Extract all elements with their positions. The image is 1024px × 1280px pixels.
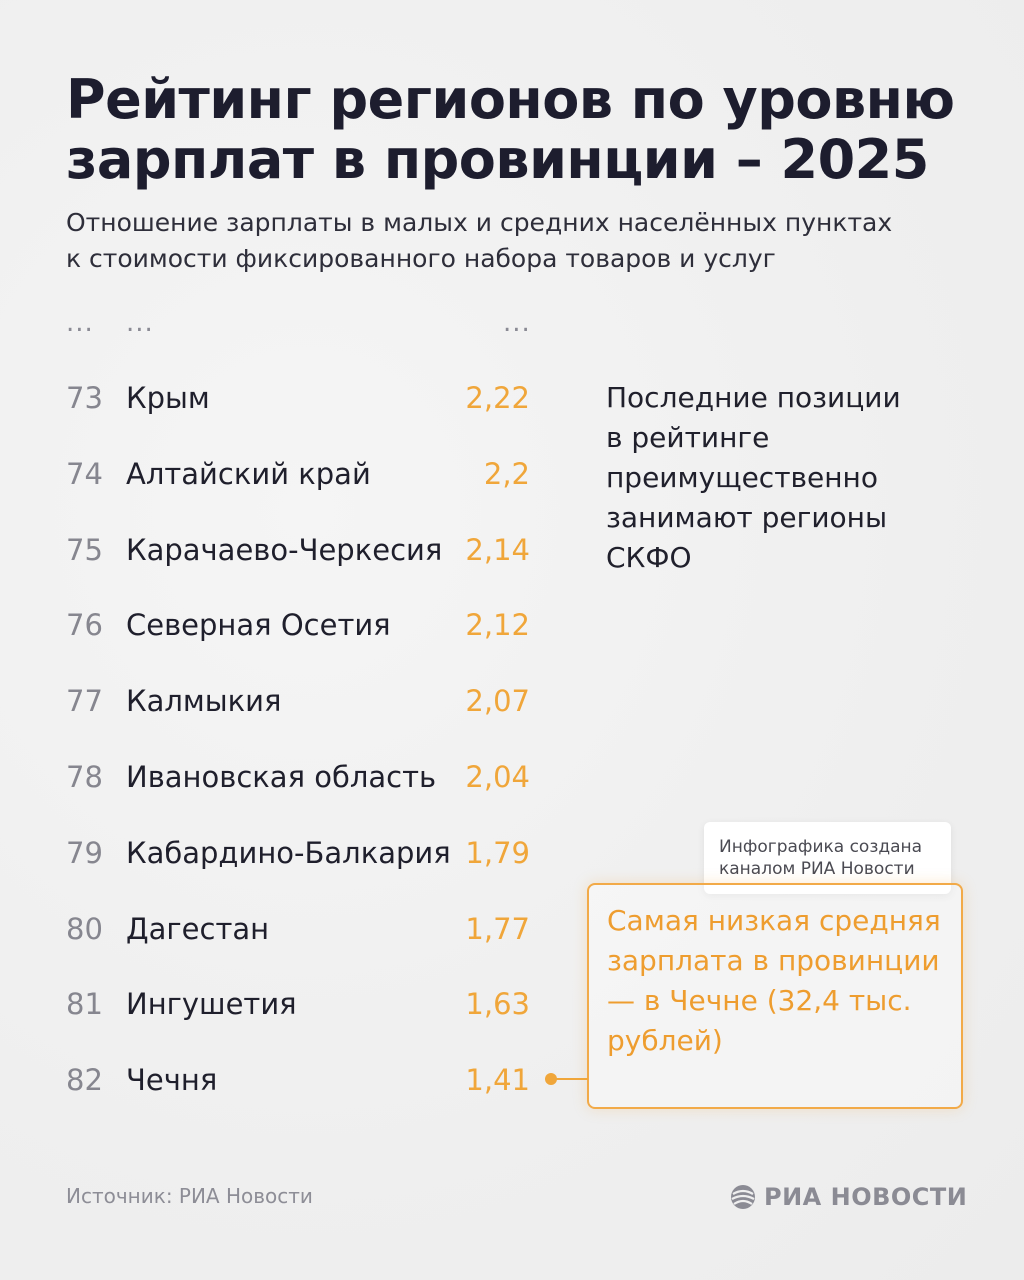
subtitle-line-1: Отношение зарплаты в малых и средних нас…	[66, 208, 893, 237]
region-label: Кабардино-Балкария	[126, 835, 451, 870]
ria-logo: РИА НОВОСТИ	[730, 1180, 967, 1214]
table-row: 82 Чечня 1,41	[0, 1055, 560, 1105]
rank-label: 81	[66, 987, 103, 1022]
credit-line-2: каналом РИА Новости	[719, 859, 915, 879]
credit-line-1: Инфографика создана	[719, 837, 923, 857]
value-label: 2,2	[483, 456, 530, 491]
region-label: Ивановская область	[126, 760, 437, 794]
value-label: 2,14	[465, 532, 530, 567]
region-label: Крым	[126, 381, 210, 415]
rank-label: 77	[66, 684, 103, 719]
rank-label: 79	[66, 835, 103, 870]
table-row: 77 Калмыкия 2,07	[0, 676, 560, 726]
region-label: Калмыкия	[126, 684, 282, 719]
subtitle-line-2: к стоимости фиксированного набора товаро…	[66, 244, 776, 273]
subtitle: Отношение зарплаты в малых и средних нас…	[66, 205, 966, 277]
region-label: Карачаево-Черкесия	[126, 532, 443, 567]
rank-label: 80	[66, 911, 103, 946]
table-row: 81 Ингушетия 1,63	[0, 979, 560, 1029]
rank-label: 73	[66, 381, 103, 415]
region-label: Алтайский край	[126, 456, 371, 491]
rank-label: 76	[66, 608, 103, 643]
credit-box: Инфографика создана каналом РИА Новости	[704, 822, 951, 894]
value-label: 1,79	[465, 835, 530, 870]
region-ellipsis: ...	[126, 308, 154, 338]
value-label: 1,77	[465, 911, 530, 946]
callout-connector-dot	[545, 1073, 557, 1085]
note-text: Последние позиции в рейтинге преимуществ…	[606, 381, 901, 574]
table-row: 73 Крым 2,22	[0, 373, 560, 423]
ria-logo-text: РИА НОВОСТИ	[764, 1183, 968, 1211]
table-row: 78 Ивановская область 2,04	[0, 752, 560, 802]
value-label: 2,12	[465, 608, 530, 643]
table-row: 80 Дагестан 1,77	[0, 904, 560, 954]
table-row: 74 Алтайский край 2,2	[0, 449, 560, 499]
region-label: Дагестан	[126, 911, 270, 946]
value-label: 1,63	[465, 987, 530, 1022]
rank-label: 78	[66, 760, 103, 794]
rank-label: 75	[66, 532, 103, 567]
callout-box: Самая низкая средняя зарплата в провинци…	[587, 883, 963, 1109]
rank-ellipsis: ...	[66, 308, 94, 338]
value-ellipsis: ...	[503, 308, 531, 338]
table-row: 79 Кабардино-Балкария 1,79	[0, 828, 560, 878]
value-label: 2,04	[465, 760, 530, 794]
value-label: 2,07	[465, 684, 530, 719]
source-text: Источник: РИА Новости	[66, 1184, 313, 1208]
region-label: Чечня	[126, 1063, 218, 1098]
region-label: Ингушетия	[126, 987, 297, 1022]
region-label: Северная Осетия	[126, 608, 391, 643]
ria-globe-icon	[731, 1185, 755, 1209]
table-row: 76 Северная Осетия 2,12	[0, 600, 560, 650]
value-label: 2,22	[465, 381, 530, 415]
page-title: Рейтинг регионов по уровню зарплат в про…	[66, 68, 955, 191]
rank-label: 74	[66, 456, 103, 491]
value-label: 1,41	[465, 1063, 530, 1098]
table-row: 75 Карачаево-Черкесия 2,14	[0, 525, 560, 575]
callout-connector	[552, 1078, 588, 1080]
rank-label: 82	[66, 1063, 103, 1098]
